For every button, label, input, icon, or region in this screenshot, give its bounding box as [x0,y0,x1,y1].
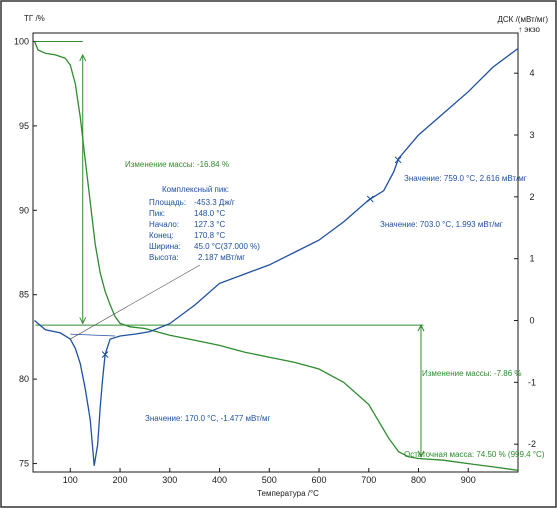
x-tick-label: 400 [212,475,227,485]
right-tick-label: 0 [529,316,534,326]
residual-mass-label: Остаточная масса: 74.50 % (999.4 °C) [404,450,545,459]
right-tick-label: 3 [529,130,534,140]
peak-onset-label: Начало: [149,220,179,229]
left-tick-label: 95 [19,121,29,131]
peak-height-value: 2.187 мВт/мг [198,253,245,262]
left-tick-label: 80 [19,374,29,384]
peak-width-value: 45.0 °C(37.000 %) [194,242,260,251]
peak-onset-value: 127.3 °C [194,220,225,229]
complex-peak-title: Комплексный пик: [162,185,229,194]
right-tick-label: 4 [529,68,534,78]
peak-width-label: Ширина: [149,242,181,251]
right-axis-ticks: -2 -1 0 1 2 3 4 [514,68,536,449]
x-axis-ticks: 100 200 300 400 500 600 700 800 900 [63,468,476,485]
left-tick-label: 90 [19,205,29,215]
value-170-marker [101,351,109,358]
dsc-curve [34,47,519,466]
x-tick-label: 100 [63,475,78,485]
peak-end-value: 170.8 °C [194,231,225,240]
mass-change-1-arrow-head-top [79,53,87,62]
right-tick-label: 1 [529,254,534,264]
complex-peak-box: Комплексный пик: Площадь: -453.3 Дж/г Пи… [149,185,260,262]
right-tick-label: 2 [529,192,534,202]
tg-curve [33,41,519,471]
mass-change-2-label: Изменение массы: -7.86 % [422,369,522,378]
right-tick-label: -2 [528,439,536,449]
reference-lines [35,40,425,458]
left-tick-label: 75 [19,459,29,469]
mass-change-2-arrow-head-top [417,323,425,332]
right-axis-title-line1: ДСК /(мВт/мг) [497,15,548,24]
series-layer [33,41,519,471]
x-tick-label: 800 [411,475,426,485]
x-tick-label: 300 [162,475,177,485]
peak-end-label: Конец: [149,231,174,240]
mass-change-1-arrow-head-bottom [79,317,87,325]
left-tick-label: 85 [19,290,29,300]
peak-area-label: Площадь: [149,198,186,207]
x-tick-label: 500 [262,475,277,485]
peak-area-value: -453.3 Дж/г [194,198,235,207]
value-170-label: Значение: 170.0 °C, -1.477 мВт/мг [145,414,270,423]
value-703-marker [366,195,374,203]
left-axis-title: ТГ /% [24,14,45,23]
complex-peak-leader [70,264,201,340]
right-tick-label: -1 [528,377,536,387]
peak-temp-value: 148.0 °C [194,209,225,218]
peak-height-label: Высота: [149,253,179,262]
mass-change-2-arrow-head-bottom [417,450,425,458]
markers-layer [70,156,402,358]
value-759-label: Значение: 759.0 °C, 2.616 мВт/мг [404,174,527,183]
peak-temp-label: Пик: [149,209,165,218]
x-tick-label: 200 [113,475,128,485]
left-axis-ticks: 75 80 85 90 95 100 [14,36,37,469]
value-759-marker [394,156,402,164]
value-703-label: Значение: 703.0 °C, 1.993 мВт/мг [380,220,503,229]
mass-change-1-label: Изменение массы: -16.84 % [125,160,229,169]
left-tick-label: 100 [14,36,29,46]
x-tick-label: 700 [361,475,376,485]
dsc_baseline-curve [70,333,116,337]
plot-area [32,32,519,473]
right-axis-title-line2: ↑ экзо [518,25,540,34]
x-tick-label: 600 [312,475,327,485]
x-tick-label: 900 [461,475,476,485]
x-axis-title: Температура /°C [257,489,319,498]
